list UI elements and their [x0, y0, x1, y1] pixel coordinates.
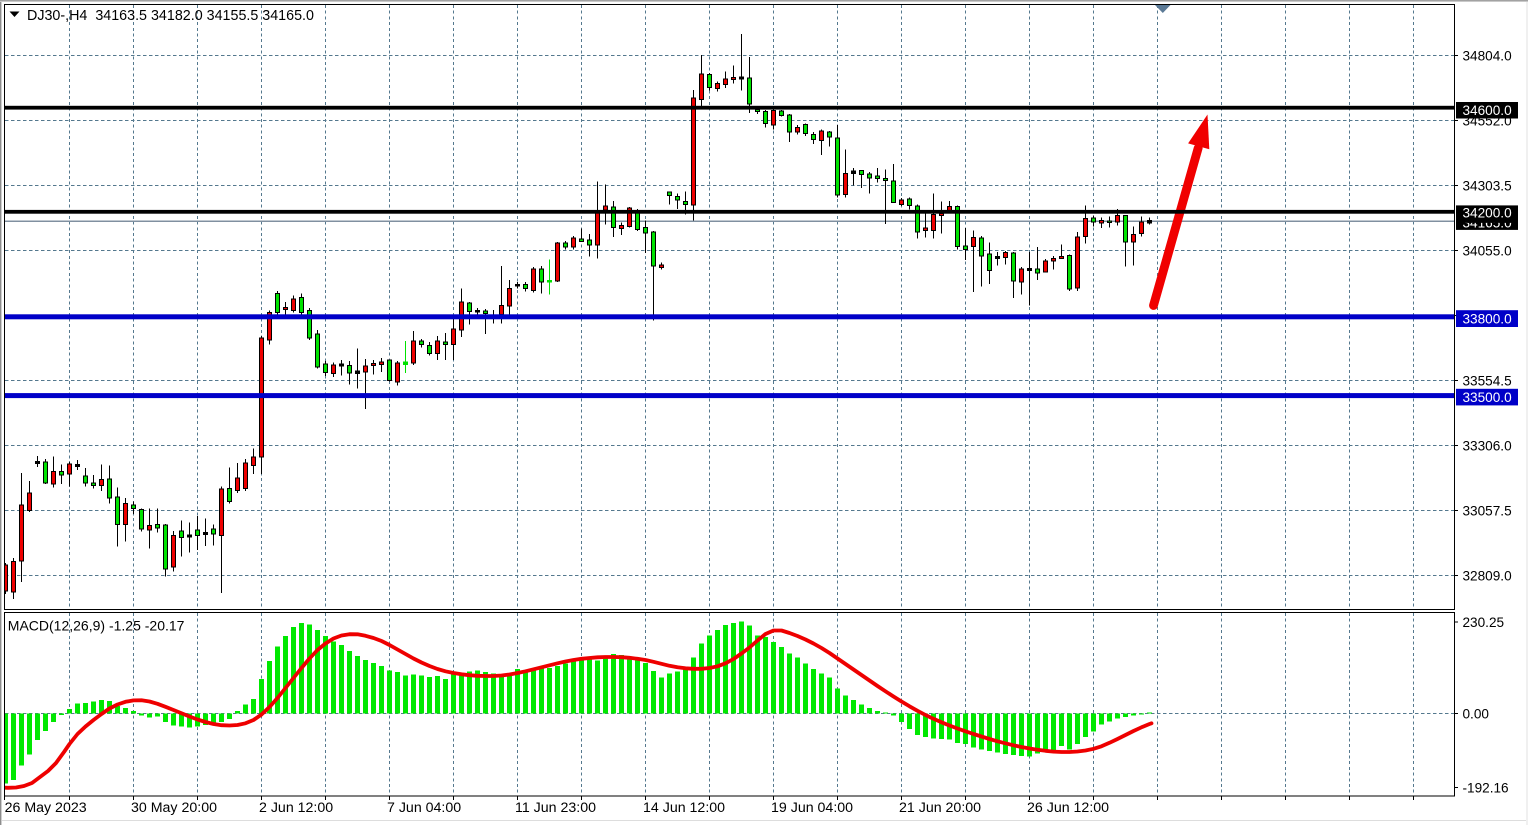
svg-text:26 May 2023: 26 May 2023: [5, 800, 87, 816]
svg-text:14 Jun 12:00: 14 Jun 12:00: [643, 800, 725, 816]
svg-text:33306.0: 33306.0: [1463, 438, 1513, 453]
svg-text:0.00: 0.00: [1463, 706, 1490, 721]
svg-text:33500.0: 33500.0: [1463, 390, 1513, 405]
svg-text:33057.5: 33057.5: [1463, 503, 1512, 518]
svg-text:34165.0: 34165.0: [1463, 215, 1513, 230]
svg-text:32809.0: 32809.0: [1463, 568, 1513, 583]
svg-text:30 May 20:00: 30 May 20:00: [131, 800, 217, 816]
svg-text:34303.5: 34303.5: [1463, 178, 1512, 193]
svg-text:7 Jun 04:00: 7 Jun 04:00: [387, 800, 461, 816]
svg-text:33800.0: 33800.0: [1463, 311, 1513, 326]
svg-text:11 Jun 23:00: 11 Jun 23:00: [515, 800, 596, 816]
svg-text:34200.0: 34200.0: [1463, 206, 1513, 221]
svg-text:DJ30-,H4 34163.5 34182.0 3415: DJ30-,H4 34163.5 34182.0 34155.5 34165.0: [27, 8, 314, 24]
svg-text:34600.0: 34600.0: [1463, 103, 1513, 118]
svg-text:26 Jun 12:00: 26 Jun 12:00: [1027, 800, 1109, 816]
svg-text:-192.16: -192.16: [1463, 780, 1509, 795]
svg-text:34055.0: 34055.0: [1463, 243, 1513, 258]
svg-text:21 Jun 20:00: 21 Jun 20:00: [899, 800, 981, 816]
svg-text:34804.0: 34804.0: [1463, 48, 1513, 63]
svg-text:2 Jun 12:00: 2 Jun 12:00: [259, 800, 333, 816]
svg-text:MACD(12,26,9) -1.25 -20.17: MACD(12,26,9) -1.25 -20.17: [8, 618, 185, 634]
svg-text:230.25: 230.25: [1463, 615, 1505, 630]
svg-text:33554.5: 33554.5: [1463, 373, 1512, 388]
svg-text:19 Jun 04:00: 19 Jun 04:00: [771, 800, 853, 816]
